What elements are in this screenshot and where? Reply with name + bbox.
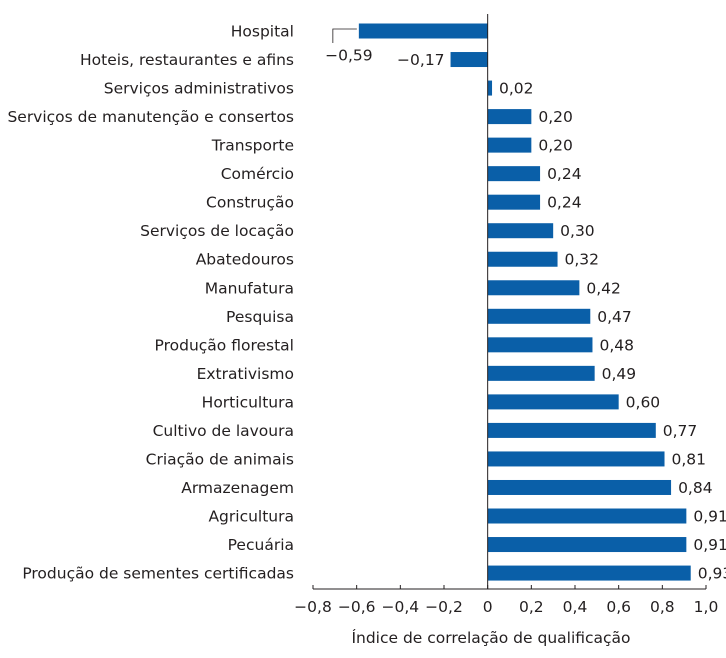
x-tick-label: 0,4: [563, 598, 588, 616]
bar: [487, 223, 554, 239]
value-label: 0,24: [547, 194, 582, 212]
x-tick-label: −0,4: [382, 598, 420, 616]
bar: [487, 508, 687, 524]
x-tick-label: 0: [483, 598, 493, 616]
bar: [487, 422, 656, 438]
value-label: 0,77: [663, 422, 698, 440]
category-label: Agricultura: [208, 508, 294, 526]
value-label: 0,24: [547, 165, 582, 183]
bar: [487, 479, 672, 495]
value-label: 0,91: [693, 508, 726, 526]
value-label: 0,42: [586, 279, 621, 297]
bar: [487, 80, 493, 96]
value-label: 0,60: [626, 393, 661, 411]
category-label: Armazenagem: [181, 479, 294, 497]
category-label: Cultivo de lavoura: [153, 422, 294, 440]
bar: [487, 166, 541, 182]
bar: [487, 394, 619, 410]
category-label: Manufatura: [205, 279, 294, 297]
category-label: Hoteis, restaurantes e afins: [80, 51, 294, 69]
value-label: 0,49: [602, 365, 637, 383]
x-tick-label: 0,2: [519, 598, 544, 616]
value-label: 0,47: [597, 308, 632, 326]
bar: [487, 451, 665, 467]
bars: [358, 23, 691, 581]
category-labels: Hospital Hoteis, restaurantes e afins Serv…: [7, 23, 294, 583]
x-tick-label: −0,2: [425, 598, 463, 616]
bar: [487, 280, 580, 296]
category-label: Produção de sementes certificadas: [22, 565, 294, 583]
category-label: Abatedouros: [196, 251, 294, 269]
value-label: 0,93: [698, 565, 726, 583]
bar: [487, 251, 558, 267]
value-labels: −0,59 −0,170,020,200,200,240,240,300,320,…: [325, 28, 726, 583]
bar: [487, 565, 691, 581]
bar: [358, 23, 488, 39]
value-label-leader-line: [332, 28, 357, 43]
value-label: −0,59: [325, 47, 373, 65]
bar: [487, 109, 532, 125]
category-label: Extrativismo: [197, 365, 294, 383]
category-label: Serviços administrativos: [104, 80, 294, 98]
category-label: Serviços de locação: [140, 222, 294, 240]
x-axis-ticks: −0,8 −0,6 −0,4 −0,2 0 0,2 0,4 0,6 0,8 1,0: [294, 585, 718, 616]
value-label: 0,20: [538, 108, 573, 126]
category-label: Produção florestal: [155, 336, 294, 354]
value-label: 0,81: [672, 450, 707, 468]
x-tick-label: 0,6: [606, 598, 631, 616]
bar: [487, 337, 593, 353]
x-axis-title: Índice de correlação de qualificação: [351, 628, 630, 647]
bar: [487, 194, 541, 210]
category-label: Horticultura: [202, 393, 294, 411]
value-label: 0,20: [538, 137, 573, 155]
x-tick-label: 0,8: [650, 598, 675, 616]
bar: [487, 137, 532, 153]
category-label: Pecuária: [228, 536, 294, 554]
x-tick-label: −0,8: [294, 598, 332, 616]
bar: [487, 537, 687, 553]
value-label: 0,32: [565, 251, 600, 269]
category-label: Pesquisa: [226, 308, 294, 326]
value-label: 0,30: [560, 222, 595, 240]
category-label: Hospital: [231, 23, 294, 41]
value-label: 0,02: [499, 80, 534, 98]
category-label: Transporte: [211, 137, 294, 155]
bar: [487, 308, 591, 324]
category-label: Criação de animais: [146, 450, 294, 468]
value-label: 0,84: [678, 479, 713, 497]
bar: [450, 52, 488, 68]
value-label: −0,17: [397, 51, 445, 69]
x-tick-label: −0,6: [338, 598, 376, 616]
category-label: Comércio: [221, 165, 294, 183]
x-tick-label: 1,0: [694, 598, 719, 616]
category-label: Construção: [206, 194, 294, 212]
value-label: 0,48: [599, 336, 634, 354]
category-label: Serviços de manutenção e consertos: [7, 108, 294, 126]
value-label: 0,91: [693, 536, 726, 554]
bar: [487, 365, 595, 381]
